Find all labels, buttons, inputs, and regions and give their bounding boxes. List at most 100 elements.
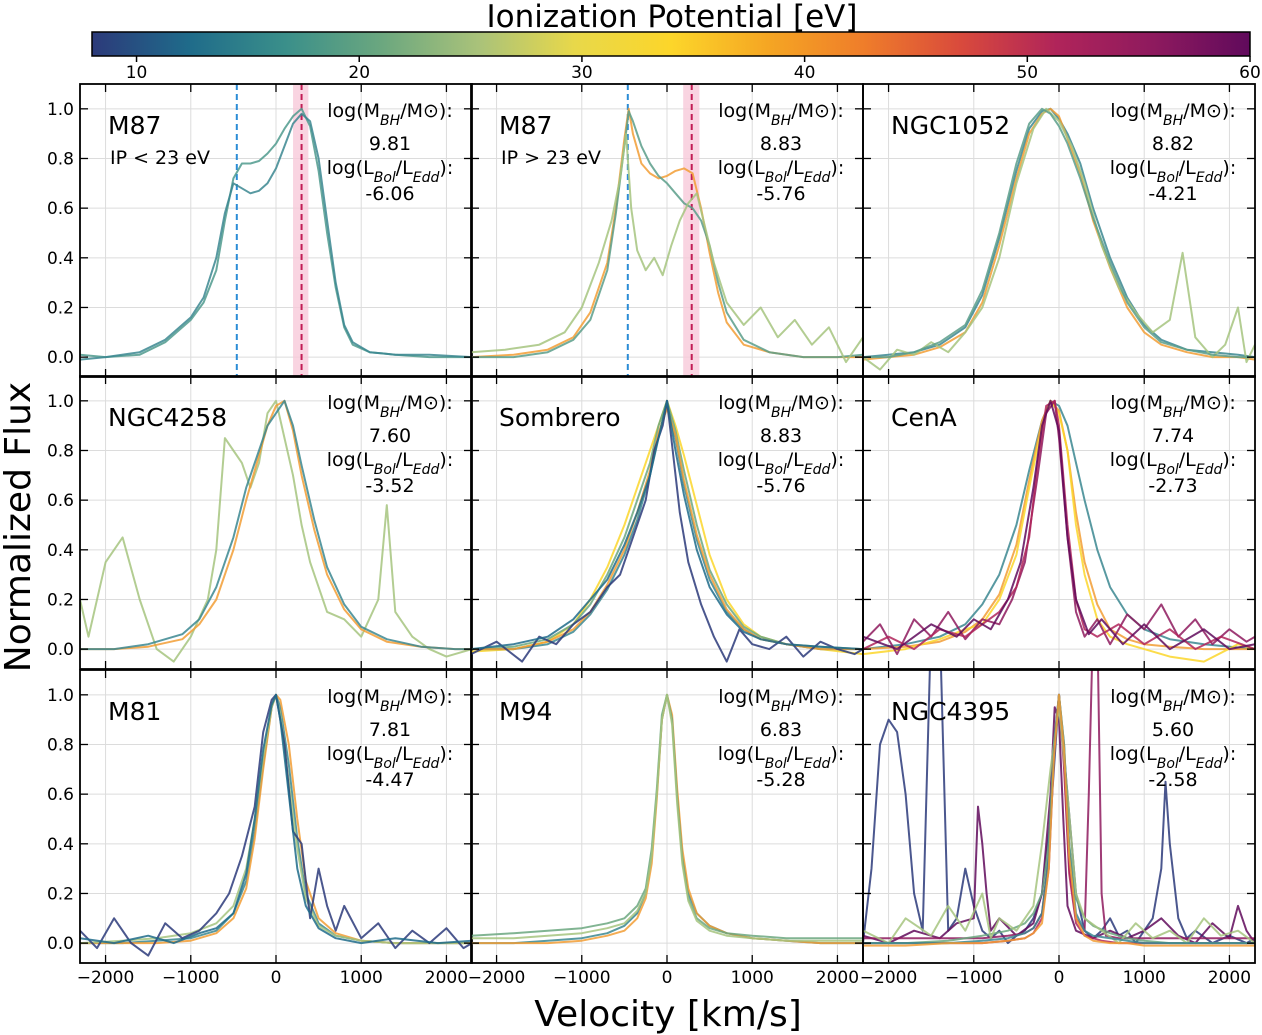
y-tick-label: 1.0	[47, 100, 74, 120]
panel-m87-high-ip: M87 IP > 23 eV log(MBH/M⊙): 8.83log(LBol/LE…	[470, 83, 864, 378]
info-text-rest: /M⊙	[791, 392, 830, 414]
series-group	[863, 670, 1255, 947]
y-tick-label: 0.6	[47, 785, 74, 805]
subscript: BH	[1163, 699, 1184, 715]
panel-info-line: 6.83	[760, 719, 802, 741]
y-tick-label: 0.0	[47, 934, 74, 954]
subscript: Edd	[804, 462, 831, 478]
info-text-rest: /M⊙	[791, 686, 830, 708]
series-line	[80, 399, 472, 651]
series-line	[863, 693, 1255, 947]
info-text-end: ):	[830, 100, 844, 122]
info-text-end: ):	[439, 743, 453, 765]
panel-info-line: log(LBol/LEdd):	[718, 743, 844, 772]
panel-sombrero: Sombrero log(MBH/M⊙): 8.83log(LBol/LEdd):-…	[470, 375, 864, 670]
marker-band	[683, 84, 700, 377]
panel-info-line: 7.81	[369, 719, 411, 741]
panel-title: NGC1052	[891, 111, 1010, 140]
series-group	[471, 399, 863, 663]
series-line	[863, 399, 1255, 651]
info-text-rest: /M⊙	[1183, 392, 1222, 414]
info-text-rest: /M⊙	[400, 100, 439, 122]
info-text-end: ):	[439, 686, 453, 708]
panel-info-line: log(LBol/LEdd):	[327, 157, 453, 186]
x-tick-label: 2000	[425, 968, 468, 988]
x-tick-label: −2000	[77, 968, 135, 988]
panel-title: NGC4258	[108, 403, 227, 432]
subscript: Edd	[804, 170, 831, 186]
panel-info-line: -5.76	[756, 475, 805, 497]
panel-info-line: log(MBH/M⊙):	[327, 686, 452, 715]
panel-subtitle: IP > 23 eV	[501, 147, 601, 169]
series-line	[863, 399, 1255, 651]
y-tick-label: 0.4	[47, 541, 74, 561]
y-tick-label: 0.0	[47, 640, 74, 660]
grid	[863, 84, 1255, 377]
ticks	[863, 376, 1255, 669]
colorbar-tick-label: 40	[794, 63, 816, 83]
panel-subtitle: IP < 23 eV	[110, 147, 210, 169]
info-text-end: ):	[830, 392, 844, 414]
subscript: BH	[1163, 405, 1184, 421]
subscript: BH	[380, 699, 401, 715]
panel-info-line: log(LBol/LEdd):	[327, 449, 453, 478]
series-line	[863, 107, 1255, 361]
info-text-end: ):	[439, 392, 453, 414]
grid	[80, 84, 472, 377]
y-tick-label: 0.8	[47, 735, 74, 755]
subscript: Edd	[1196, 462, 1223, 478]
y-tick-label: 0.6	[47, 199, 74, 219]
info-text-rest: /L	[787, 743, 804, 765]
subscript: Edd	[1196, 170, 1223, 186]
colorbar-tick-label: 30	[571, 63, 593, 83]
subscript: Bol	[1157, 756, 1179, 772]
x-tick-label: −1000	[945, 968, 1003, 988]
info-text-end: ):	[830, 686, 844, 708]
panel-info-line: log(MBH/M⊙):	[327, 392, 452, 421]
x-tick-label: −2000	[468, 968, 526, 988]
subscript: Edd	[804, 756, 831, 772]
series-line	[471, 110, 863, 359]
panel-info-line: log(LBol/LEdd):	[718, 157, 844, 186]
ticks	[863, 670, 1255, 963]
panel-info-line: log(MBH/M⊙):	[327, 100, 452, 129]
x-tick-label: 2000	[1208, 968, 1251, 988]
series-line	[863, 706, 1255, 945]
panel-info-line: -3.52	[365, 475, 414, 497]
series-line	[80, 107, 472, 359]
series-line	[471, 107, 863, 359]
series-group	[863, 399, 1255, 663]
info-text-rest: /M⊙	[400, 686, 439, 708]
colorbar-tick-label: 10	[126, 63, 148, 83]
panel-m94: −2000 −1000 0 1000 2000 M94 log(MBH/M⊙): 6.83lo…	[468, 669, 864, 988]
subscript: Bol	[765, 462, 787, 478]
colorbar-tick-label: 20	[348, 63, 370, 83]
x-tick-label: 0	[662, 968, 673, 988]
info-text-rest: /L	[1179, 449, 1196, 471]
series-line	[80, 112, 472, 361]
subscript: Bol	[1157, 462, 1179, 478]
panel-info-line: log(LBol/LEdd):	[1110, 157, 1236, 186]
series-line	[471, 693, 863, 942]
y-tick-label: 0.0	[47, 348, 74, 368]
colorbar	[91, 31, 1251, 57]
subscript: Edd	[413, 756, 440, 772]
panel-info-line: log(MBH/M⊙):	[718, 686, 843, 715]
x-tick-label: 1000	[731, 968, 774, 988]
x-tick-label: −2000	[860, 968, 918, 988]
info-text-rest: /L	[396, 743, 413, 765]
panel-title: NGC4395	[891, 697, 1010, 726]
ticks	[80, 376, 472, 669]
y-tick-label: 0.2	[47, 590, 74, 610]
panel-title: M87	[108, 111, 161, 140]
info-text-end: ):	[439, 157, 453, 179]
panel-info-line: log(MBH/M⊙):	[1110, 392, 1235, 421]
panel-info-line: 5.60	[1152, 719, 1194, 741]
info-text-end: ):	[1222, 686, 1236, 708]
panel-title: Sombrero	[499, 403, 621, 432]
panel-grid: 0.0 0.2 0.4 0.6 0.8 1.0 M87 IP < 23 eV log(MBH/M…	[47, 83, 1256, 988]
x-tick-label: −1000	[162, 968, 220, 988]
info-text-end: ):	[1222, 743, 1236, 765]
